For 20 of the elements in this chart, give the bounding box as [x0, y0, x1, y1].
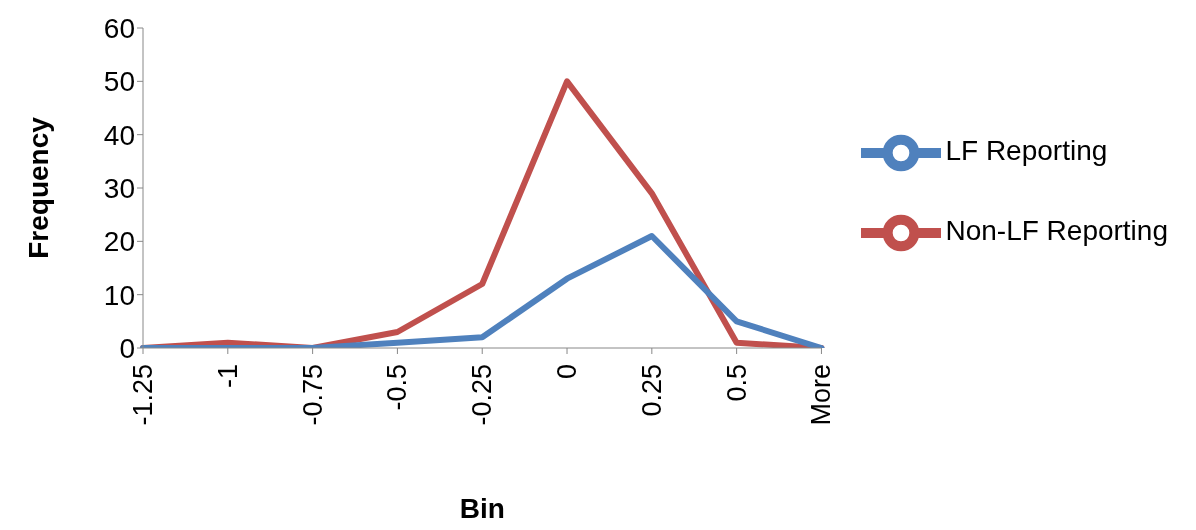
y-tick-label: 0: [119, 332, 135, 364]
y-tick-label: 60: [103, 12, 135, 44]
y-tick-label: 50: [103, 66, 135, 98]
x-tick-label: -0.25: [467, 364, 498, 426]
legend-label: Non-LF Reporting: [945, 215, 1168, 247]
x-tick-label: -0.75: [297, 364, 328, 426]
y-tick-label: 40: [103, 119, 135, 151]
x-tick-label: More: [806, 364, 837, 426]
x-tick-label: -1: [212, 364, 243, 389]
x-tick-label: 0: [552, 364, 583, 380]
y-tick-label: 30: [103, 172, 135, 204]
x-tick-label: -1.25: [128, 364, 158, 426]
x-axis-title: Bin: [459, 493, 505, 524]
legend-label: LF Reporting: [945, 135, 1108, 167]
x-tick-label: -0.5: [382, 364, 413, 411]
y-axis-title: Frequency: [22, 116, 54, 259]
y-tick-label: 10: [103, 279, 135, 311]
x-tick-label: 0.5: [721, 364, 752, 402]
y-tick-label: 20: [103, 226, 135, 258]
x-tick-label: 0.25: [636, 364, 667, 417]
